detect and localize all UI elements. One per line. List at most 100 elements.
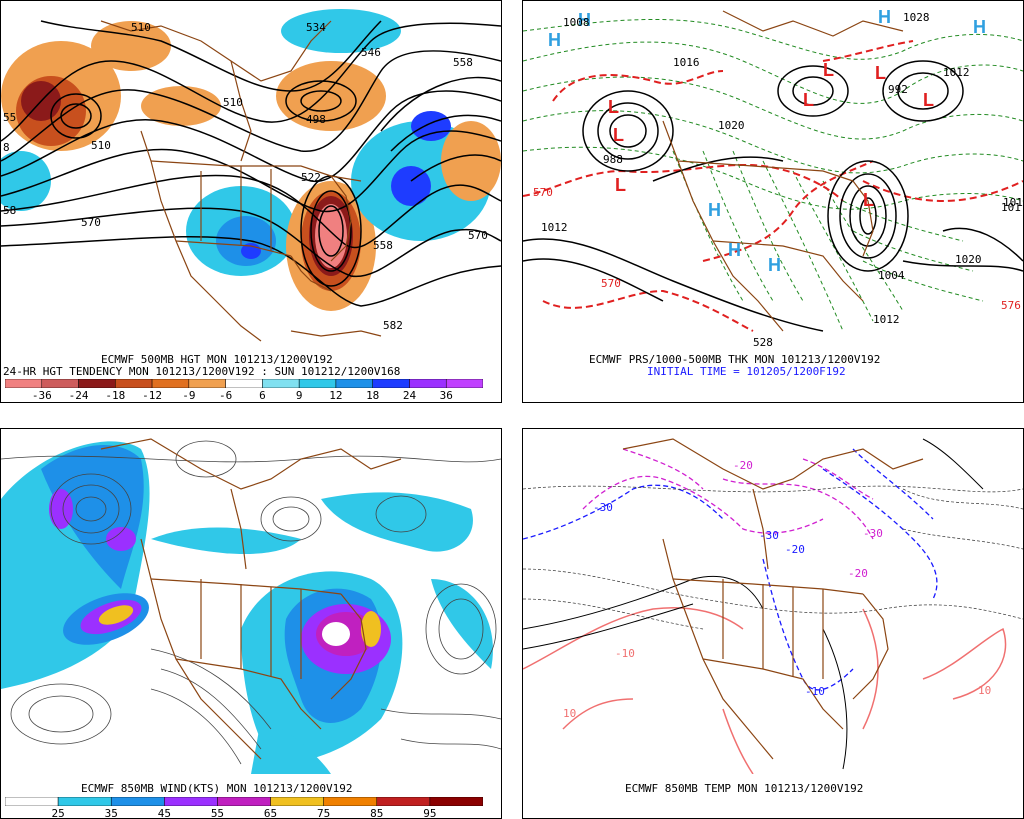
legend-tick-label: 85 [370,807,384,819]
svg-text:1012: 1012 [943,66,970,79]
legend-swatch [5,797,59,806]
svg-text:534: 534 [306,21,326,34]
legend-tick-label: -36 [31,389,52,402]
contour-labels: -30 -30 -20 -20 -10 -10 10 10 -30 -20 [563,459,991,720]
panel-850mb-temp: -30 -30 -20 -20 -10 -10 10 10 -30 -20 EC… [522,428,1024,819]
svg-text:570: 570 [81,216,101,229]
wind-speed-color-legend: 25 35 45 55 65 75 85 95 [5,797,483,819]
svg-text:-30: -30 [863,527,883,540]
svg-text:-20: -20 [785,543,805,556]
high-marker: H [973,17,986,37]
svg-text:576: 576 [1001,299,1021,312]
contour-labels: 1008 1016 1020 1028 1012 992 988 570 570… [533,11,1023,349]
svg-text:582: 582 [383,319,403,332]
legend-tick-label: -24 [68,389,89,402]
svg-text:1012: 1012 [1003,196,1023,209]
high-marker: H [728,240,741,260]
high-marker: H [578,10,591,30]
panel-850mb-wind: ECMWF 850MB WIND(KTS) MON 101213/1200V19… [0,428,502,819]
svg-text:510: 510 [131,21,151,34]
map-pressure-thickness: L L L L L L L L H H H H H H H 1008 1016 … [523,7,1023,349]
svg-text:55: 55 [3,111,16,124]
legend-swatch [164,797,218,806]
svg-text:8: 8 [3,141,10,154]
legend-swatch [78,379,116,388]
low-marker: L [608,97,619,117]
legend-swatch [323,797,378,806]
legend-tick-label: -18 [105,389,126,402]
low-marker: L [615,175,626,195]
legend-tick-label: 45 [157,807,171,819]
legend-tick-label: 35 [104,807,118,819]
legend-swatch [372,379,410,388]
svg-text:558: 558 [453,56,473,69]
svg-text:992: 992 [888,83,908,96]
legend-swatch [225,379,263,388]
panel-pressure-thickness: L L L L L L L L H H H H H H H 1008 1016 … [522,0,1024,403]
panel-caption-primary: ECMWF PRS/1000-500MB THK MON 101213/1200… [589,353,881,366]
high-marker: H [878,7,891,27]
initial-time-caption: INITIAL TIME = 101205/1200F192 [647,365,846,378]
map-850mb-temp: -30 -30 -20 -20 -10 -10 10 10 -30 -20 [523,438,1023,774]
legend-tick-label: -9 [182,389,196,402]
low-marker: L [863,190,874,210]
low-marker: L [613,125,624,145]
map-500mb-height: 510 534 546 558 510 498 510 522 570 570 … [1,9,501,342]
legend-swatch [217,797,271,806]
svg-text:-30: -30 [759,529,779,542]
legend-swatch [298,379,337,388]
legend-swatch [188,379,226,388]
streamlines [1,440,501,765]
svg-text:528: 528 [753,336,773,349]
coastlines [662,10,904,332]
legend-tick-label: 95 [423,807,437,819]
legend-swatch [41,379,79,388]
temp-contours-cold [523,448,938,691]
legend-tick-label: 25 [51,807,65,819]
svg-text:1008: 1008 [563,16,590,29]
svg-text:988: 988 [603,153,623,166]
svg-text:558: 558 [373,239,393,252]
svg-text:101: 101 [1001,201,1021,214]
svg-text:1012: 1012 [873,313,900,326]
legend-tick-label: 9 [295,389,303,402]
svg-text:498: 498 [306,113,326,126]
legend-swatch [376,797,431,806]
legend-swatch [262,379,300,388]
svg-text:1020: 1020 [718,119,745,132]
legend-swatch [445,379,483,388]
height-contours [1,20,501,307]
wind-legend-bar [5,797,483,806]
low-marker: L [923,90,934,110]
legend-tick-label: 24 [402,389,417,402]
legend-swatch [409,379,447,388]
height-tendency-fills [1,9,501,311]
panel-caption-primary: ECMWF 850MB TEMP MON 101213/1200V192 [625,782,864,795]
svg-text:10: 10 [563,707,576,720]
low-pressure-markers: L L L L L L L L [608,60,934,210]
panel-caption-primary: ECMWF 850MB WIND(KTS) MON 101213/1200V19… [81,782,353,795]
legend-tick-label: 75 [317,807,331,819]
legend-swatch [57,797,112,806]
coastlines [622,438,924,760]
legend-swatch [115,379,153,388]
legend-swatch [5,379,43,388]
thickness-570-576-lines [523,40,1023,332]
panel-500mb-height: 510 534 546 558 510 498 510 522 570 570 … [0,0,502,403]
legend-tick-label: 36 [439,389,453,402]
svg-text:1028: 1028 [903,11,930,24]
temp-contours-solid [523,438,984,770]
svg-text:58: 58 [3,204,16,217]
tendency-legend-bar [5,379,483,388]
legend-tick-label: 12 [329,389,343,402]
temp-contours-thin [523,485,1023,630]
legend-tick-label: 18 [366,389,380,402]
legend-swatch [335,379,373,388]
svg-text:510: 510 [223,96,243,109]
svg-text:1004: 1004 [878,269,905,282]
contour-labels: 510 534 546 558 510 498 510 522 570 570 … [3,21,488,332]
svg-text:570: 570 [468,229,488,242]
legend-tick-label: 55 [210,807,225,819]
isobars [523,60,1023,332]
svg-text:-20: -20 [848,567,868,580]
